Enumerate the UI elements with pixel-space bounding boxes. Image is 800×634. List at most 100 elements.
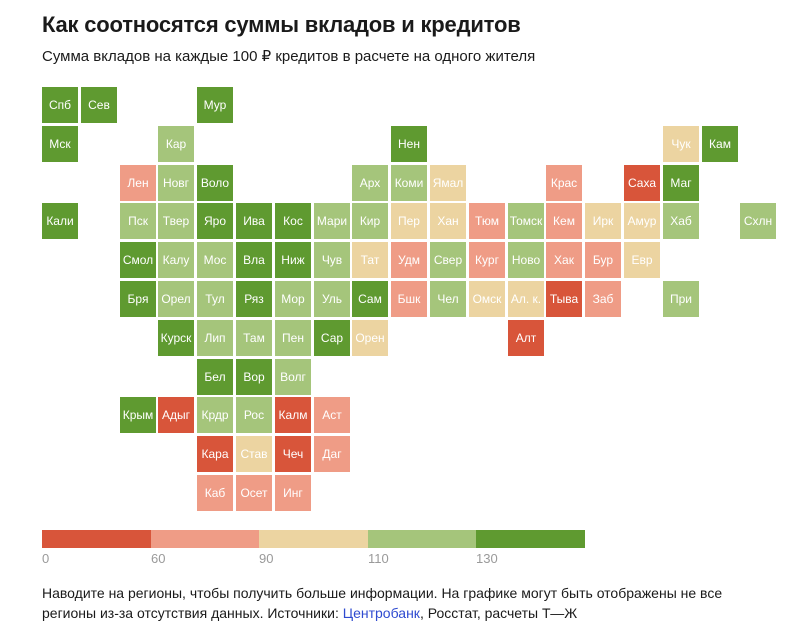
region-tile[interactable]: Вор — [236, 359, 272, 395]
region-label: Арх — [359, 176, 381, 190]
region-label: Яро — [203, 214, 226, 228]
region-tile[interactable]: Калм — [275, 397, 311, 433]
region-tile[interactable]: Пск — [120, 203, 156, 239]
region-label: Даг — [322, 447, 342, 461]
region-tile[interactable]: Там — [236, 320, 272, 356]
region-tile[interactable]: Чел — [430, 281, 466, 317]
region-tile[interactable]: Свер — [430, 242, 466, 278]
region-tile[interactable]: Мор — [275, 281, 311, 317]
region-tile[interactable]: Пер — [391, 203, 427, 239]
region-label: Аст — [322, 408, 342, 422]
region-tile[interactable]: Мск — [42, 126, 78, 162]
region-tile[interactable]: Сев — [81, 87, 117, 123]
region-tile[interactable]: Томск — [508, 203, 544, 239]
region-tile[interactable]: При — [663, 281, 699, 317]
region-tile[interactable]: Ирк — [585, 203, 621, 239]
region-label: Амур — [627, 214, 657, 228]
region-tile[interactable]: Саха — [624, 165, 660, 201]
region-tile[interactable]: Схлн — [740, 203, 776, 239]
region-tile[interactable]: Тюм — [469, 203, 505, 239]
region-tile[interactable]: Орен — [352, 320, 388, 356]
region-tile[interactable]: Лип — [197, 320, 233, 356]
legend-bar — [42, 530, 585, 548]
region-tile[interactable]: Евр — [624, 242, 660, 278]
region-tile[interactable]: Волг — [275, 359, 311, 395]
region-tile[interactable]: Мари — [314, 203, 350, 239]
region-tile[interactable]: Бшк — [391, 281, 427, 317]
region-tile[interactable]: Кар — [158, 126, 194, 162]
region-tile[interactable]: Чук — [663, 126, 699, 162]
region-tile[interactable]: Бря — [120, 281, 156, 317]
region-tile[interactable]: Алт — [508, 320, 544, 356]
region-tile[interactable]: Рос — [236, 397, 272, 433]
region-tile[interactable]: Яро — [197, 203, 233, 239]
region-tile[interactable]: Воло — [197, 165, 233, 201]
region-tile[interactable]: Чув — [314, 242, 350, 278]
region-tile[interactable]: Курск — [158, 320, 194, 356]
region-tile[interactable]: Заб — [585, 281, 621, 317]
region-tile[interactable]: Хаб — [663, 203, 699, 239]
region-tile[interactable]: Крас — [546, 165, 582, 201]
region-label: Мур — [203, 98, 227, 112]
region-tile[interactable]: Удм — [391, 242, 427, 278]
legend-tick-label: 90 — [259, 551, 274, 566]
region-tile[interactable]: Кос — [275, 203, 311, 239]
region-tile[interactable]: Адыг — [158, 397, 194, 433]
region-label: Схлн — [743, 214, 773, 228]
region-tile[interactable]: Пен — [275, 320, 311, 356]
region-tile[interactable]: Коми — [391, 165, 427, 201]
region-label: Кар — [165, 137, 187, 151]
region-tile[interactable]: Тыва — [546, 281, 582, 317]
region-tile[interactable]: Тат — [352, 242, 388, 278]
region-tile[interactable]: Орел — [158, 281, 194, 317]
region-tile[interactable]: Хан — [430, 203, 466, 239]
region-tile[interactable]: Ямал — [430, 165, 466, 201]
region-tile[interactable]: Кара — [197, 436, 233, 472]
region-tile[interactable]: Уль — [314, 281, 350, 317]
region-tile[interactable]: Чеч — [275, 436, 311, 472]
region-tile[interactable]: Лен — [120, 165, 156, 201]
region-tile[interactable]: Спб — [42, 87, 78, 123]
region-tile[interactable]: Сам — [352, 281, 388, 317]
region-tile[interactable]: Крым — [120, 397, 156, 433]
legend-swatch — [150, 530, 259, 548]
source-link-cbr[interactable]: Центробанк — [342, 605, 420, 621]
region-label: Ирк — [592, 214, 614, 228]
region-tile[interactable]: Ряз — [236, 281, 272, 317]
region-tile[interactable]: Твер — [158, 203, 194, 239]
region-tile[interactable]: Крдр — [197, 397, 233, 433]
region-tile[interactable]: Омск — [469, 281, 505, 317]
region-label: Чук — [671, 137, 691, 151]
region-tile[interactable]: Ал. к. — [508, 281, 544, 317]
region-tile[interactable]: Тул — [197, 281, 233, 317]
region-tile[interactable]: Аст — [314, 397, 350, 433]
region-tile[interactable]: Вла — [236, 242, 272, 278]
region-label: Спб — [48, 98, 72, 112]
region-tile[interactable]: Ниж — [275, 242, 311, 278]
region-tile[interactable]: Хак — [546, 242, 582, 278]
region-tile[interactable]: Каб — [197, 475, 233, 511]
region-tile[interactable]: Бел — [197, 359, 233, 395]
region-tile[interactable]: Кир — [352, 203, 388, 239]
region-tile[interactable]: Сар — [314, 320, 350, 356]
region-tile[interactable]: Нен — [391, 126, 427, 162]
region-tile[interactable]: Кам — [702, 126, 738, 162]
region-tile[interactable]: Став — [236, 436, 272, 472]
region-tile[interactable]: Бур — [585, 242, 621, 278]
region-tile[interactable]: Маг — [663, 165, 699, 201]
region-tile[interactable]: Новг — [158, 165, 194, 201]
region-tile[interactable]: Мос — [197, 242, 233, 278]
region-tile[interactable]: Арх — [352, 165, 388, 201]
region-tile[interactable]: Даг — [314, 436, 350, 472]
region-tile[interactable]: Осет — [236, 475, 272, 511]
region-tile[interactable]: Ново — [508, 242, 544, 278]
region-tile[interactable]: Кург — [469, 242, 505, 278]
region-tile[interactable]: Смол — [120, 242, 156, 278]
region-tile[interactable]: Инг — [275, 475, 311, 511]
region-tile[interactable]: Мур — [197, 87, 233, 123]
region-tile[interactable]: Ива — [236, 203, 272, 239]
region-tile[interactable]: Калу — [158, 242, 194, 278]
region-tile[interactable]: Кем — [546, 203, 582, 239]
region-tile[interactable]: Амур — [624, 203, 660, 239]
region-tile[interactable]: Кали — [42, 203, 78, 239]
